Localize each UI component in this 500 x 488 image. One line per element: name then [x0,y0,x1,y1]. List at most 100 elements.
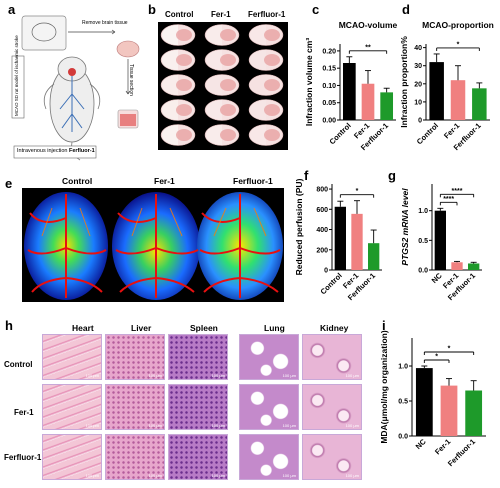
panel-g-letter: g [388,168,396,183]
chart-title: MCAO-volume [339,20,398,30]
y-axis-label: Reduced perfusion (PU) [294,178,304,275]
x-tick-label: Fer-1 [433,437,452,456]
panel-e-col-fer1: Fer-1 [154,176,175,186]
bar [334,206,346,270]
bar [472,88,487,120]
significance-label: **** [452,188,463,195]
panel-b-letter: b [148,2,156,17]
infarct-region [250,25,266,45]
y-tick-label: 10 [414,99,422,106]
rat-schematic-illustration [11,15,140,161]
scale-bar-label: 100 μm [148,423,162,428]
infarct-region [162,100,178,120]
histology-image: 100 μm [168,384,228,430]
panel-e-col-control: Control [62,176,93,186]
viable-tissue [176,129,192,141]
significance-label: * [435,354,438,361]
significance-label: * [457,41,460,48]
histology-image: 100 μm [302,384,362,430]
panel-b-brain-slices [158,22,288,150]
panel-a-letter: a [8,2,16,17]
y-tick-label: 0.0 [398,434,408,441]
panel-h-row-control: Control [4,360,33,369]
infarct-region [162,75,178,95]
scale-bar-label: 100 μm [345,373,359,378]
histology-image: 100 μm [105,434,165,480]
scale-bar-label: 100 μm [85,373,99,378]
injection-drug: Ferfluor-1 [68,148,95,154]
bar [380,92,394,120]
y-tick-label: 20 [414,81,422,88]
panel-b-col-control: Control [165,10,194,19]
scale-bar-label: 100 μm [211,473,225,478]
viable-tissue [176,104,192,116]
viable-tissue [264,29,280,41]
infarct-region [206,125,222,145]
y-tick-label: 600 [316,207,328,214]
panel-f-letter: f [304,168,309,183]
y-tick-label: 1.0 [418,208,428,215]
panel-e-perfusion-images [22,188,284,302]
scale-bar-label: 100 μm [85,423,99,428]
x-tick-label: Control [328,121,353,146]
chart-i-mda: 0.0 0.5 1.0 MDA(μmol/mg organization) NC Fer-… [379,330,486,468]
bar [361,83,375,120]
viable-tissue [220,129,236,141]
panel-a-schematic: Remove brain tissue Tissue section MCAO … [10,14,145,166]
bar [451,262,463,270]
injection-prefix: Intravenous injection [17,148,69,154]
significance-label: **** [443,196,454,203]
scale-bar-label: 100 μm [148,473,162,478]
chart-f-reduced-perfusion: 0 200 400 600 800 Reduced perfusion (PU) Contr… [294,178,382,302]
viable-tissue [176,54,192,66]
scale-bar-label: 100 μm [148,373,162,378]
panel-e-letter: e [5,176,13,191]
panel-b-col-ferfluor1: Ferfluor-1 [248,10,286,19]
infarct-region [250,125,266,145]
viable-tissue [176,79,192,91]
panel-d-letter: d [402,2,410,17]
y-tick-label: 30 [414,63,422,70]
y-tick-label: 200 [316,247,328,254]
infarct-region [206,75,222,95]
panel-h-letter: h [5,318,13,333]
viable-tissue [220,54,236,66]
bar [368,243,380,270]
infarct-region [206,25,222,45]
panel-h-col-liver: Liver [131,323,152,333]
viable-tissue [264,54,280,66]
y-tick-label: 0.0 [418,268,428,275]
viable-tissue [264,79,280,91]
viable-tissue [176,29,192,41]
y-tick-label: 1.0 [398,364,408,371]
significance-label: ** [365,44,371,51]
bar [450,80,466,120]
viable-tissue [220,29,236,41]
histology-image: 100 μm [239,384,299,430]
panel-h-col-kidney: Kidney [320,323,349,333]
infarct-region [162,25,178,45]
y-tick-label: 400 [316,227,328,234]
y-tick-label: 40 [414,45,422,52]
infarct-region [250,50,266,70]
bar [415,368,433,436]
panel-b-col-fer1: Fer-1 [211,10,231,19]
scale-bar-label: 100 μm [282,473,296,478]
viable-tissue [220,79,236,91]
y-tick-label: 800 [316,187,328,194]
histology-image: 100 μm [168,434,228,480]
scale-bar-label: 100 μm [345,423,359,428]
panel-h-col-lung: Lung [264,323,285,333]
brain-slice-grid [160,24,284,146]
y-tick-label: 0 [324,268,328,275]
panel-h-histology-grid: 100 μm 100 μm 100 μm 100 μm 100 μm 100 μm 100 … [42,334,372,484]
panel-h-row-ferfluor1: Ferfluor-1 [4,453,42,462]
laser-doppler-maps [24,192,283,300]
scale-bar-label: 100 μm [211,373,225,378]
viable-tissue [264,129,280,141]
x-tick-label: Fer-1 [442,121,461,140]
panel-i-letter: i [382,318,386,333]
bar [468,263,480,270]
chart-c-mcao-volume: MCAO-volume 0.00 0.05 0.10 0.15 0.20 Infractio… [304,20,398,152]
